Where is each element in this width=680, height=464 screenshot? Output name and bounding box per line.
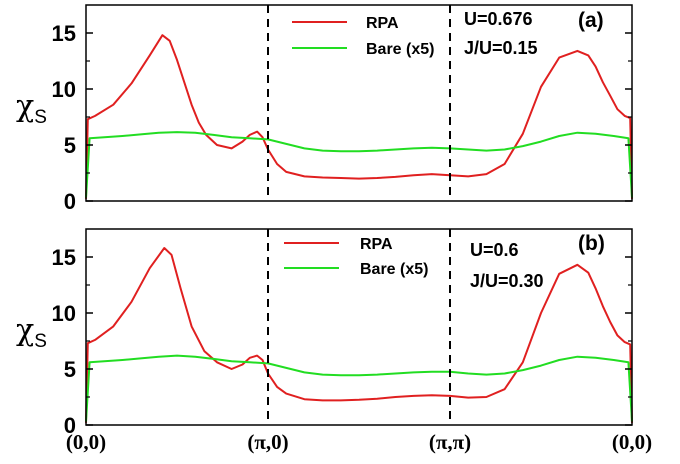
panel-b-symmetry-lines bbox=[267, 229, 451, 425]
y-tick-label: 10 bbox=[52, 77, 76, 102]
y-tick-label: 0 bbox=[64, 413, 76, 438]
series-line-bare-x5 bbox=[85, 354, 633, 422]
panel-b-frame bbox=[85, 228, 633, 426]
series-line-rpa bbox=[85, 247, 633, 423]
panel-b-series bbox=[85, 247, 633, 423]
legend-label-rpa: RPA bbox=[360, 236, 393, 253]
panel-a-annotation-u: U=0.676 bbox=[464, 9, 533, 29]
x-tick-label: (0,0) bbox=[66, 430, 106, 454]
panel-a-label: (a) bbox=[578, 9, 604, 32]
panel-b-annotation-ju: J/U=0.30 bbox=[470, 271, 544, 291]
panel-b-legend: RPA Bare (x5) bbox=[284, 236, 428, 278]
panel-a-symmetry-lines bbox=[267, 5, 451, 201]
panel-a: 0 5 10 15 χS RPA Bare (x5) U=0.676 J/U=0.15… bbox=[16, 4, 633, 214]
panel-b: 0 5 10 15 χS RPA Bare (x5) U=0.6 J/U=0.30 (… bbox=[16, 228, 633, 438]
panel-b-y-axis-label: χS bbox=[16, 313, 47, 352]
y-tick-label: 15 bbox=[52, 21, 76, 46]
legend-label-bare: Bare (x5) bbox=[360, 261, 428, 278]
legend-label-bare: Bare (x5) bbox=[366, 41, 434, 58]
panel-a-series bbox=[85, 34, 633, 199]
panel-a-annotation-ju: J/U=0.15 bbox=[464, 38, 538, 58]
panel-a-y-axis-label: χS bbox=[16, 89, 47, 128]
x-tick-label: (0,0) bbox=[612, 430, 652, 454]
y-tick-label: 5 bbox=[64, 357, 76, 382]
panel-b-label: (b) bbox=[578, 232, 605, 255]
legend-label-rpa: RPA bbox=[366, 15, 399, 32]
panel-a-frame bbox=[85, 4, 633, 202]
x-tick-label: (π,0) bbox=[247, 430, 288, 454]
series-line-rpa bbox=[85, 34, 633, 199]
panel-a-yticks: 0 5 10 15 bbox=[52, 21, 632, 214]
y-tick-label: 10 bbox=[52, 301, 76, 326]
x-axis-ticks: (0,0) (π,0) (π,π) (0,0) bbox=[66, 430, 652, 454]
series-line-bare-x5 bbox=[85, 131, 633, 198]
panel-b-yticks: 0 5 10 15 bbox=[52, 245, 632, 438]
y-tick-label: 15 bbox=[52, 245, 76, 270]
panel-a-legend: RPA Bare (x5) bbox=[292, 15, 434, 58]
y-tick-label: 0 bbox=[64, 189, 76, 214]
x-tick-label: (π,π) bbox=[429, 430, 471, 454]
panel-b-annotation-u: U=0.6 bbox=[470, 240, 519, 260]
y-tick-label: 5 bbox=[64, 133, 76, 158]
